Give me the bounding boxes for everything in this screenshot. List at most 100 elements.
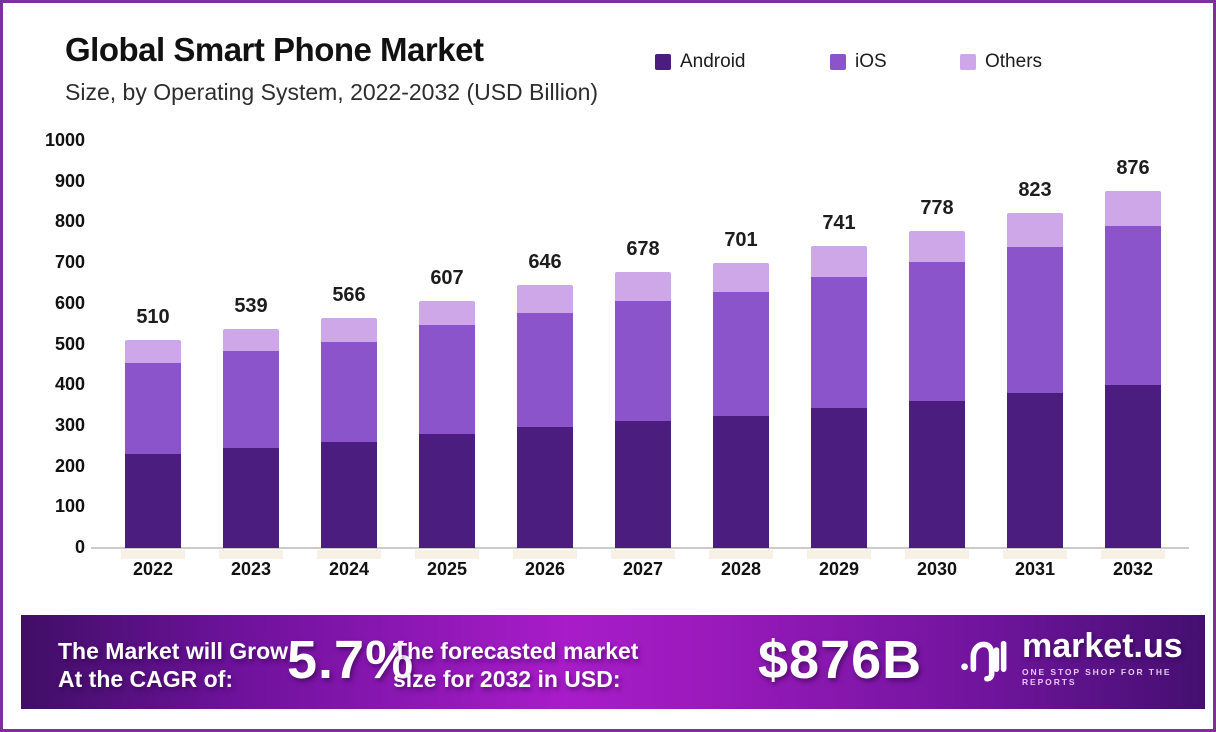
bar-segment-ios bbox=[125, 362, 181, 455]
bar-segment-ios bbox=[1007, 246, 1063, 394]
bar-shadow bbox=[1003, 550, 1067, 559]
y-axis-tick-label: 400 bbox=[54, 374, 85, 395]
y-axis-tick-label: 200 bbox=[54, 455, 85, 476]
bar-2026 bbox=[517, 285, 573, 548]
bar-total-label: 701 bbox=[724, 228, 758, 251]
bar-total-label: 510 bbox=[136, 306, 170, 329]
y-axis-tick-label: 700 bbox=[54, 252, 85, 273]
x-axis-label-2031: 2031 bbox=[1014, 559, 1056, 579]
y-axis-tick-label: 600 bbox=[54, 292, 85, 313]
bar-segment-ios bbox=[1105, 225, 1161, 385]
bar-2023 bbox=[223, 328, 279, 548]
y-axis-tick-label: 500 bbox=[54, 333, 85, 354]
bar-segment-android bbox=[125, 454, 181, 548]
bar-shadow bbox=[415, 550, 479, 559]
x-axis-label-2024: 2024 bbox=[328, 559, 370, 579]
market-us-wordmark-block: market.us ONE STOP SHOP FOR THE REPORTS bbox=[1022, 629, 1205, 687]
bar-segment-others bbox=[517, 285, 573, 313]
bar-segment-android bbox=[223, 448, 279, 548]
x-axis-label-2032: 2032 bbox=[1112, 559, 1154, 579]
bar-segment-android bbox=[419, 434, 475, 548]
x-axis-label-2027: 2027 bbox=[622, 559, 664, 579]
bar-segment-ios bbox=[517, 312, 573, 428]
bar-2029 bbox=[811, 246, 867, 548]
bar-segment-others bbox=[1007, 213, 1063, 247]
y-axis-tick-label: 1000 bbox=[44, 130, 85, 150]
bar-total-label: 876 bbox=[1116, 157, 1150, 180]
bar-2025 bbox=[419, 300, 475, 548]
bar-shadow bbox=[709, 550, 773, 559]
x-axis-label-2030: 2030 bbox=[916, 559, 958, 579]
bar-segment-ios bbox=[909, 262, 965, 402]
bar-2030 bbox=[909, 231, 965, 548]
cagr-value: 5.7% bbox=[287, 630, 415, 690]
bar-total-label: 566 bbox=[332, 283, 366, 306]
legend-label: iOS bbox=[855, 51, 887, 72]
bar-total-label: 823 bbox=[1018, 179, 1052, 202]
bar-segment-android bbox=[615, 420, 671, 548]
bar-2024 bbox=[321, 317, 377, 548]
bar-shadow bbox=[1101, 550, 1165, 559]
android-swatch-icon bbox=[655, 54, 671, 70]
bar-shadow bbox=[905, 550, 969, 559]
bar-2031 bbox=[1007, 213, 1063, 548]
bar-segment-others bbox=[713, 262, 769, 292]
x-axis-label-2029: 2029 bbox=[818, 559, 860, 579]
bar-shadow bbox=[121, 550, 185, 559]
bar-total-label: 678 bbox=[626, 238, 660, 261]
bar-segment-ios bbox=[713, 291, 769, 417]
bar-segment-others bbox=[223, 328, 279, 352]
bar-segment-others bbox=[125, 340, 181, 363]
market-us-logo-icon bbox=[961, 640, 1007, 682]
bar-segment-android bbox=[517, 427, 573, 548]
page-subtitle: Size, by Operating System, 2022-2032 (US… bbox=[65, 79, 599, 105]
bar-segment-others bbox=[321, 317, 377, 342]
x-axis-label-2028: 2028 bbox=[720, 559, 762, 579]
bar-segment-ios bbox=[615, 300, 671, 421]
bar-2027 bbox=[615, 272, 671, 548]
forecast-value: $876B bbox=[758, 630, 923, 690]
market-us-tagline: ONE STOP SHOP FOR THE REPORTS bbox=[1022, 667, 1172, 687]
x-axis-label-2025: 2025 bbox=[426, 559, 468, 579]
bar-shadow bbox=[317, 550, 381, 559]
bar-shadow bbox=[219, 550, 283, 559]
stacked-bar-chart: 0 100 200 300 400 500 600 700 800 900 1000 510 2022 5… bbox=[3, 3, 1213, 729]
legend-label: Android bbox=[680, 51, 746, 72]
bar-shadow bbox=[513, 550, 577, 559]
bar-segment-android bbox=[909, 401, 965, 548]
bar-total-label: 778 bbox=[920, 197, 954, 220]
bar-segment-android bbox=[321, 442, 377, 548]
bar-segment-android bbox=[811, 408, 867, 548]
legend-label: Others bbox=[985, 51, 1043, 72]
x-axis-label-2026: 2026 bbox=[524, 559, 566, 579]
bar-2028 bbox=[713, 262, 769, 548]
bar-segment-others bbox=[1105, 191, 1161, 226]
forecast-label: The forecasted market size for 2032 in U… bbox=[393, 638, 639, 693]
bar-shadow bbox=[611, 550, 675, 559]
bar-segment-ios bbox=[419, 324, 475, 435]
bar-segment-android bbox=[713, 416, 769, 548]
y-axis-tick-label: 0 bbox=[74, 537, 85, 557]
bar-total-label: 741 bbox=[822, 212, 856, 235]
x-axis-label-2023: 2023 bbox=[230, 559, 272, 579]
legend-item-ios: iOS bbox=[830, 51, 887, 73]
y-axis-tick-label: 900 bbox=[54, 170, 85, 191]
bar-shadow bbox=[807, 550, 871, 559]
ios-swatch-icon bbox=[830, 54, 846, 70]
y-axis-tick-label: 300 bbox=[54, 414, 85, 435]
bar-segment-ios bbox=[223, 351, 279, 449]
y-axis-tick-label: 800 bbox=[54, 211, 85, 232]
bar-segment-others bbox=[615, 272, 671, 301]
others-swatch-icon bbox=[960, 54, 976, 70]
bar-segment-others bbox=[909, 231, 965, 263]
bar-2032 bbox=[1105, 191, 1161, 548]
y-axis-tick-label: 100 bbox=[54, 496, 85, 517]
bar-segment-ios bbox=[811, 276, 867, 409]
bar-segment-android bbox=[1007, 393, 1063, 548]
cagr-label: The Market will Grow At the CAGR of: bbox=[58, 638, 289, 693]
bar-2022 bbox=[125, 340, 181, 548]
bar-segment-android bbox=[1105, 384, 1161, 548]
bar-total-label: 539 bbox=[234, 294, 268, 317]
bar-total-label: 607 bbox=[430, 266, 464, 289]
